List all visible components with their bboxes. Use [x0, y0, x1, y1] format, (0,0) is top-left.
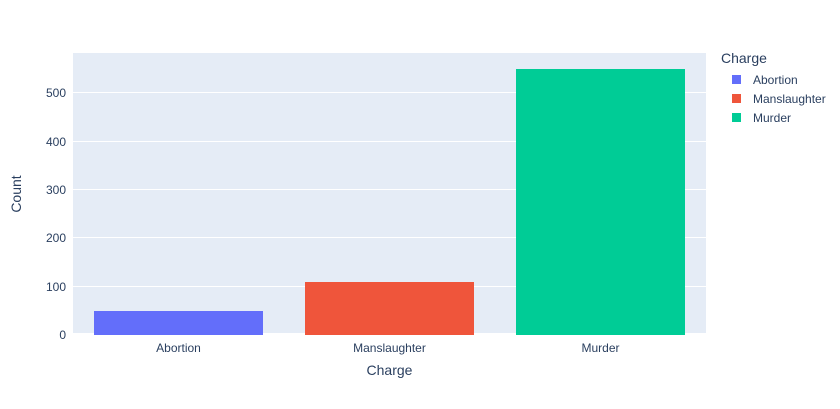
legend: Charge Abortion Manslaughter Murder — [718, 50, 826, 127]
x-tick-label-murder: Murder — [581, 341, 620, 355]
bar-murder[interactable] — [516, 68, 685, 335]
y-tick-label: 400 — [45, 134, 66, 149]
x-axis-title: Charge — [366, 362, 413, 378]
bar-manslaughter[interactable] — [305, 281, 474, 335]
gridline-y-300 — [73, 188, 706, 190]
x-tick-label-manslaughter: Manslaughter — [353, 341, 426, 355]
gridline-y-400 — [73, 140, 706, 142]
y-axis-title: Count — [8, 175, 24, 213]
legend-swatch-icon — [732, 94, 741, 103]
legend-entry-label: Abortion — [753, 72, 798, 87]
plot-area[interactable] — [73, 53, 706, 335]
legend-swatch-icon — [732, 75, 741, 84]
legend-entries: Abortion Manslaughter Murder — [718, 70, 826, 127]
legend-entry-label: Murder — [753, 110, 792, 125]
y-tick-label: 200 — [45, 231, 66, 246]
legend-entry-manslaughter[interactable]: Manslaughter — [718, 89, 826, 108]
y-tick-label: 100 — [45, 279, 66, 294]
legend-entry-abortion[interactable]: Abortion — [718, 70, 826, 89]
y-tick-label: 500 — [45, 86, 66, 101]
x-tick-label-abortion: Abortion — [156, 341, 201, 355]
y-tick-label: 300 — [45, 182, 66, 197]
bar-abortion[interactable] — [94, 310, 263, 335]
y-tick-label: 0 — [59, 328, 66, 342]
gridline-y-500 — [73, 92, 706, 94]
gridline-y-200 — [73, 237, 706, 239]
legend-swatch-icon — [732, 113, 741, 122]
legend-entry-murder[interactable]: Murder — [718, 108, 826, 127]
legend-title: Charge — [721, 50, 767, 66]
legend-entry-label: Manslaughter — [753, 91, 826, 106]
